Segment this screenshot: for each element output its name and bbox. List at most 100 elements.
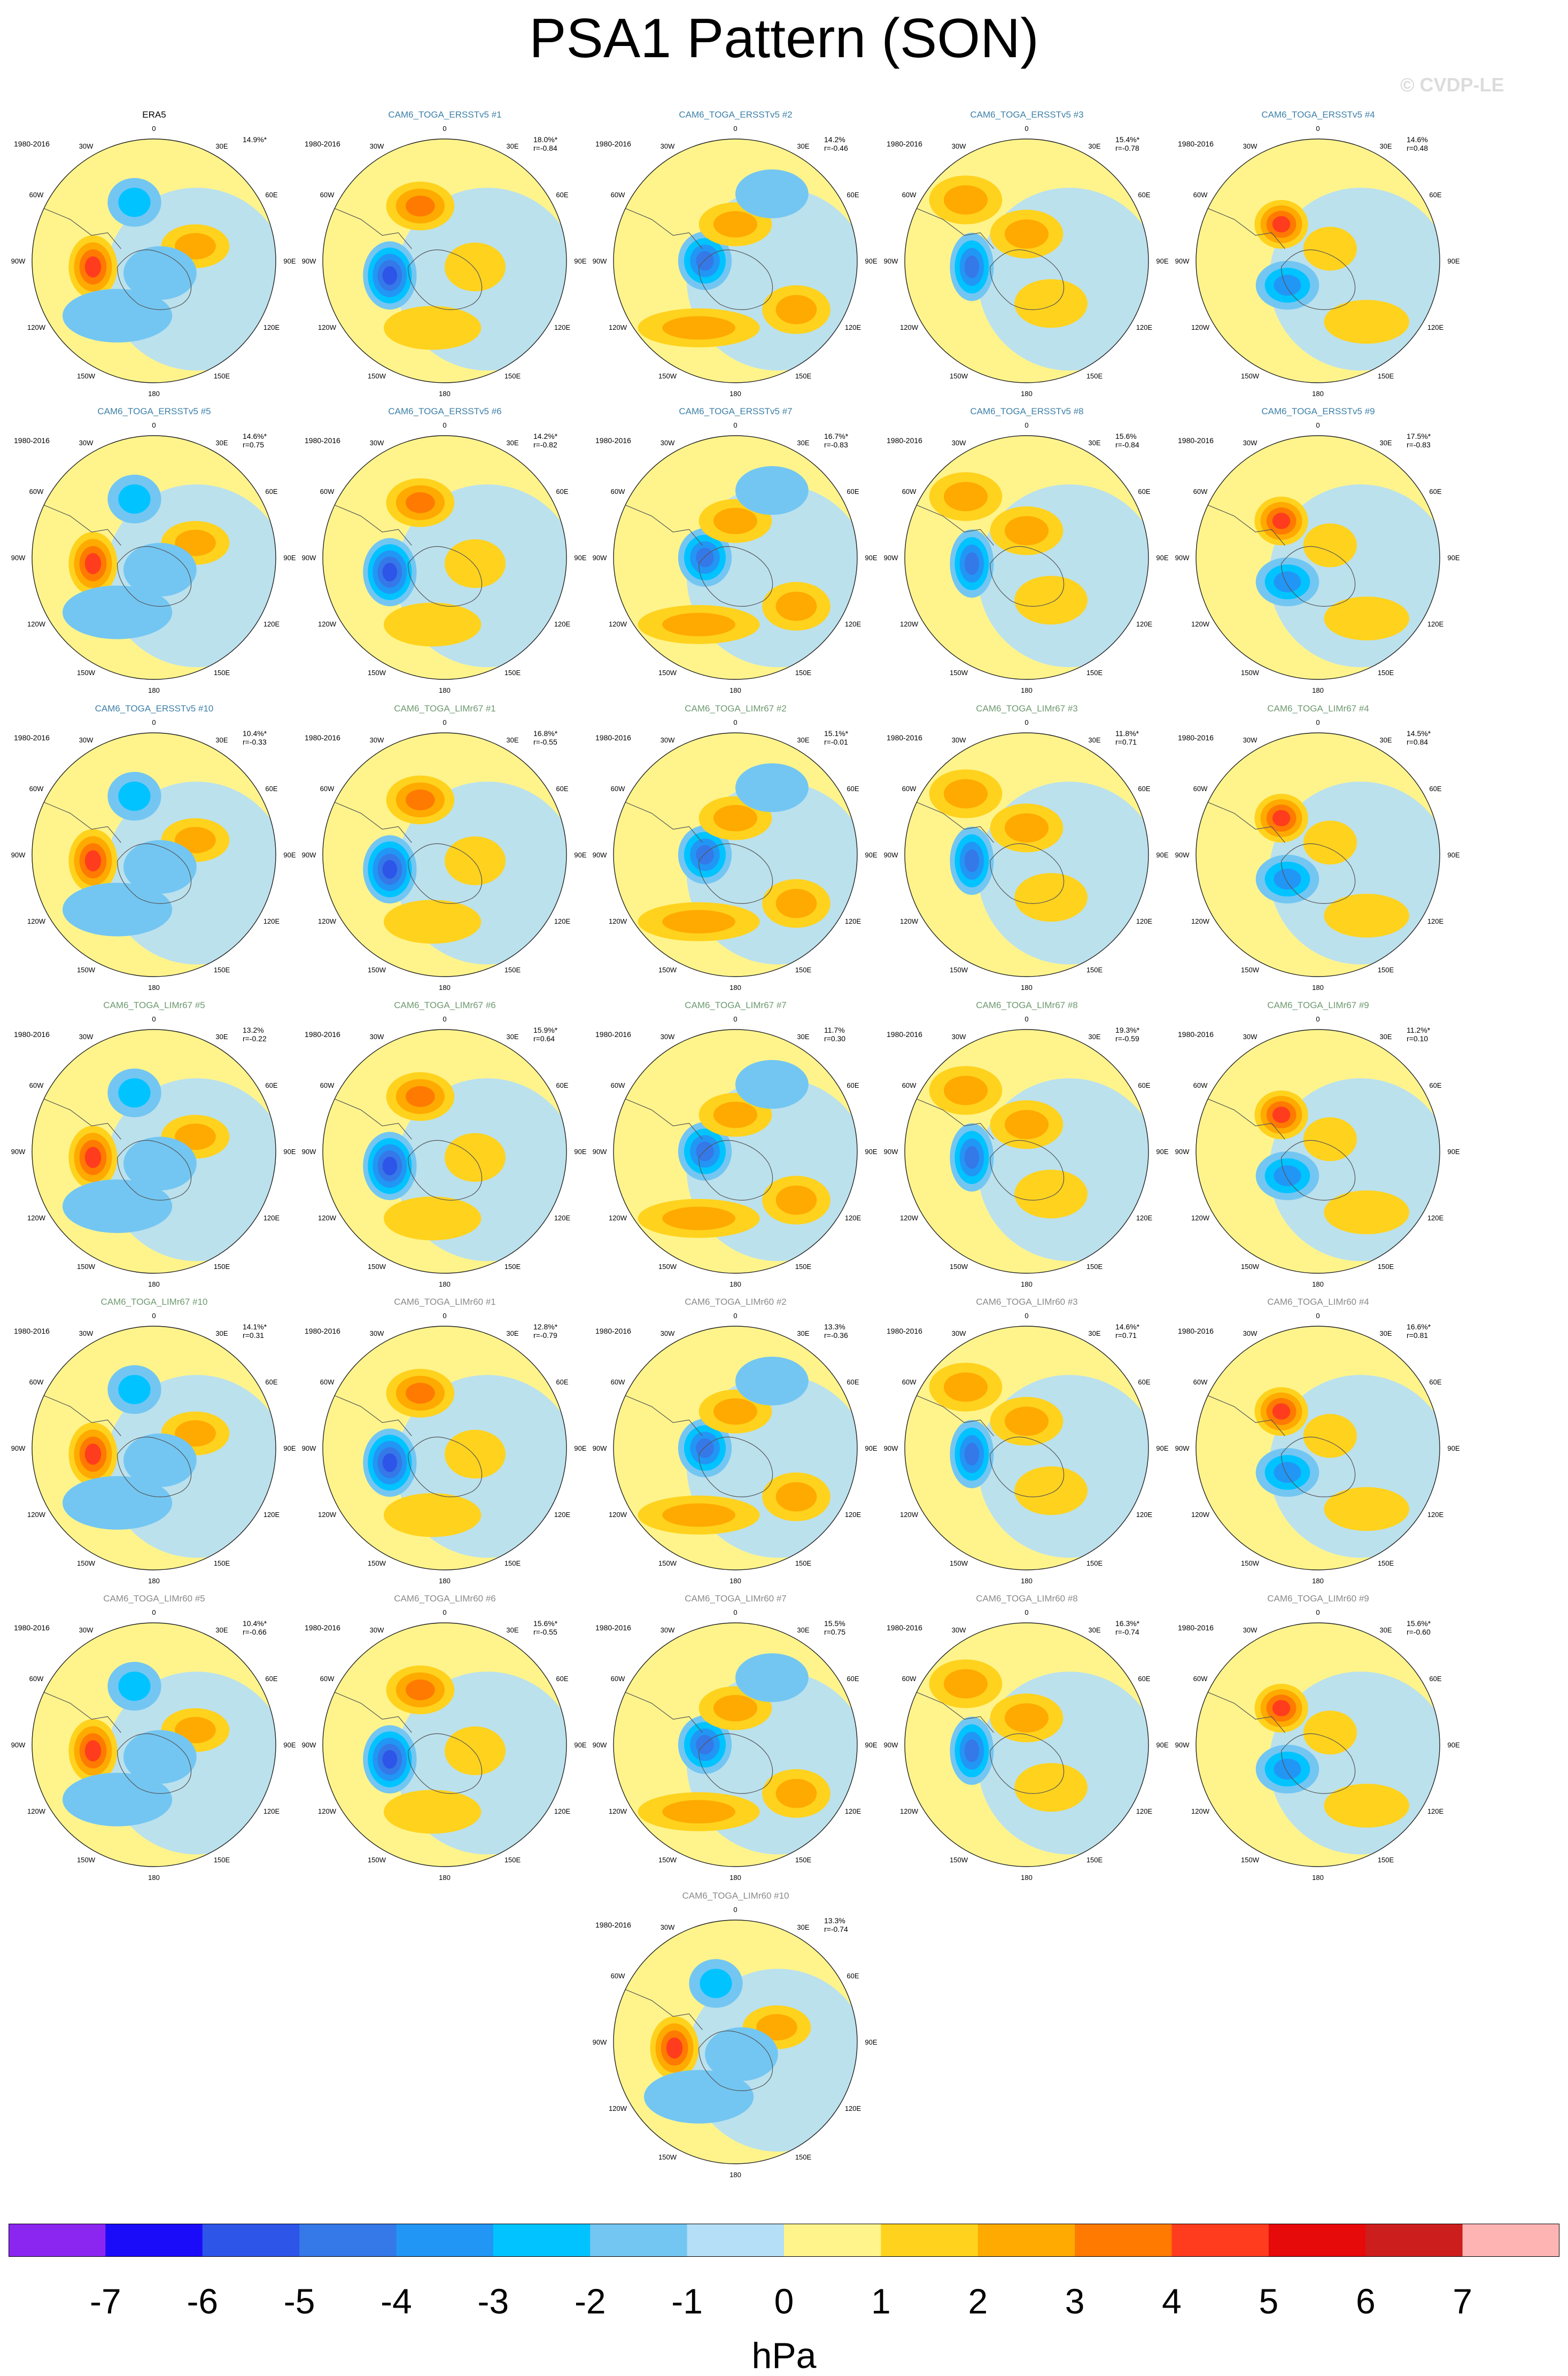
- polar-map: 0 30E 60E 90E 120E 150E 180 150W 120W 90W 60W 30W: [884, 1312, 1169, 1585]
- polar-map: 0 30E 60E 90E 120E 150E 180 150W 120W 90W 60W 30W: [11, 1015, 296, 1288]
- lon-label: 90W: [302, 1148, 316, 1156]
- lon-label: 150W: [658, 372, 677, 380]
- lon-label: 120W: [318, 1807, 337, 1815]
- lon-label: 120E: [1427, 917, 1444, 925]
- lon-label: 180: [1021, 1577, 1033, 1585]
- polar-map: 0 30E 60E 90E 120E 150E 180 150W 120W 90W 60W 30W: [593, 1312, 878, 1585]
- lon-label: 150W: [950, 966, 968, 974]
- lon-label: 150E: [1378, 1559, 1394, 1567]
- colorbar-box: [687, 2224, 785, 2257]
- lon-label: 90E: [1156, 257, 1168, 265]
- lon-label: 60W: [902, 191, 917, 199]
- lon-label: 90E: [1447, 257, 1460, 265]
- panel-period: 1980-2016: [14, 140, 50, 148]
- panel-title: CAM6_TOGA_LIMr67 #1: [394, 703, 496, 714]
- lon-label: 150W: [658, 1263, 677, 1271]
- lon-label: 60W: [320, 1675, 335, 1683]
- colorbar-box: [590, 2224, 688, 2257]
- lon-label: 120W: [1191, 620, 1210, 628]
- colorbar-tick-label: 1: [871, 2281, 891, 2321]
- lon-label: 90E: [283, 1444, 296, 1452]
- lon-label: 0: [152, 1312, 156, 1320]
- map-panel: CAM6_TOGA_LIMr67 #2 1980-2016 15.1%* r=-0.0…: [590, 703, 881, 995]
- map-panel: CAM6_TOGA_LIMr60 #5 1980-2016 10.4%* r=-0.6…: [9, 1593, 300, 1885]
- colorbar-tick-label: -7: [90, 2281, 121, 2321]
- lon-label: 120W: [1191, 1214, 1210, 1222]
- lon-label: 0: [152, 125, 156, 133]
- lon-label: 90W: [1175, 1444, 1190, 1452]
- lon-label: 90W: [1175, 554, 1190, 562]
- lon-label: 60W: [320, 1081, 335, 1089]
- panel-variance: 10.4%*: [243, 729, 267, 738]
- lon-label: 150W: [1241, 1856, 1260, 1864]
- polar-map: 0 30E 60E 90E 120E 150E 180 150W 120W 90W 60W 30W: [11, 421, 296, 694]
- lon-label: 60E: [847, 487, 859, 496]
- lon-label: 30W: [370, 1329, 384, 1337]
- lon-label: 150E: [1378, 966, 1394, 974]
- panel-correlation: r=-0.59: [1115, 1034, 1139, 1043]
- lon-label: 0: [1316, 1608, 1319, 1616]
- panel-variance: 14.2%: [824, 135, 845, 144]
- lon-label: 120E: [263, 1807, 280, 1815]
- panel-period: 1980-2016: [887, 733, 922, 742]
- panel-period: 1980-2016: [14, 1327, 50, 1335]
- lon-label: 0: [443, 1608, 446, 1616]
- polar-map: 0 30E 60E 90E 120E 150E 180 150W 120W 90W 60W 30W: [302, 125, 587, 398]
- lon-label: 90W: [593, 2038, 607, 2046]
- lon-label: 30W: [79, 439, 94, 447]
- lon-label: 60E: [847, 785, 859, 793]
- lon-label: 150E: [504, 1263, 521, 1271]
- panel-period: 1980-2016: [1178, 733, 1214, 742]
- colorbar-box: [493, 2224, 591, 2257]
- lon-label: 180: [1021, 1874, 1033, 1882]
- panel-variance: 14.1%*: [243, 1322, 267, 1331]
- colorbar-tick-label: -1: [671, 2281, 703, 2321]
- lon-label: 60W: [1193, 1081, 1208, 1089]
- lon-label: 60W: [320, 191, 335, 199]
- lon-label: 60E: [556, 1675, 568, 1683]
- lon-label: 150E: [795, 1856, 812, 1864]
- panel-correlation: r=-0.60: [1407, 1628, 1431, 1636]
- lon-label: 90E: [865, 554, 877, 562]
- lon-label: 150E: [795, 1263, 812, 1271]
- lon-label: 30E: [1088, 439, 1100, 447]
- colorbar-box: [1171, 2224, 1269, 2257]
- lon-label: 30W: [952, 736, 966, 744]
- lon-label: 150E: [214, 1559, 230, 1567]
- lon-label: 90W: [11, 851, 26, 859]
- lon-label: 30E: [797, 439, 809, 447]
- colorbar-tick-label: -2: [575, 2281, 606, 2321]
- panel-period: 1980-2016: [1178, 1623, 1214, 1632]
- lon-label: 120W: [1191, 1511, 1210, 1519]
- panel-period: 1980-2016: [887, 436, 922, 445]
- lon-label: 150W: [77, 1263, 96, 1271]
- lon-label: 30E: [1379, 736, 1392, 744]
- panel-correlation: r=-0.83: [1407, 440, 1431, 449]
- lon-label: 0: [1316, 718, 1319, 726]
- lon-label: 180: [439, 686, 451, 694]
- panel-title: CAM6_TOGA_LIMr67 #2: [685, 703, 787, 714]
- map-panel: CAM6_TOGA_ERSSTv5 #2 1980-2016 14.2% r=-0.4…: [590, 110, 881, 401]
- panel-correlation: r=0.10: [1407, 1034, 1429, 1043]
- lon-label: 0: [1316, 1312, 1319, 1320]
- lon-label: 30W: [79, 1626, 94, 1634]
- lon-label: 120E: [845, 917, 861, 925]
- panel-variance: 13.2%: [243, 1026, 264, 1034]
- panel-title: CAM6_TOGA_ERSSTv5 #2: [679, 110, 793, 120]
- lon-label: 90E: [865, 1741, 877, 1749]
- lon-label: 30E: [797, 1626, 809, 1634]
- lon-label: 90W: [302, 851, 316, 859]
- panel-title: ERA5: [142, 110, 166, 120]
- lon-label: 180: [1312, 1577, 1324, 1585]
- panel-period: 1980-2016: [305, 1030, 340, 1039]
- lon-label: 30E: [1088, 1329, 1100, 1337]
- panel-title: CAM6_TOGA_ERSSTv5 #5: [97, 406, 211, 416]
- panel-variance: 15.6%*: [1407, 1619, 1431, 1628]
- polar-map: 0 30E 60E 90E 120E 150E 180 150W 120W 90W 60W 30W: [302, 1312, 587, 1585]
- panel-correlation: r=0.30: [824, 1034, 846, 1043]
- panel-correlation: r=0.64: [533, 1034, 555, 1043]
- lon-label: 150E: [214, 966, 230, 974]
- lon-label: 90W: [1175, 257, 1190, 265]
- map-panel: CAM6_TOGA_LIMr60 #10 1980-2016 13.3% r=-0.7…: [590, 1891, 881, 2182]
- lon-label: 120E: [845, 1511, 861, 1519]
